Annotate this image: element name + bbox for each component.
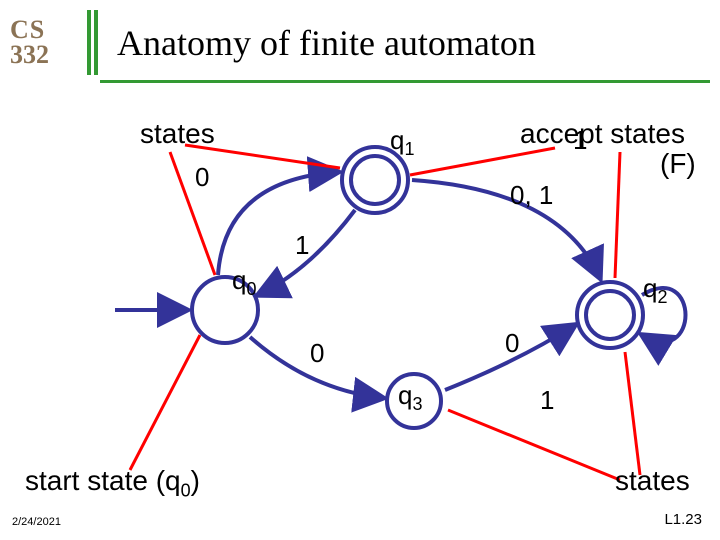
edge-label-0b: 0	[505, 328, 519, 359]
state-q2-inner	[584, 289, 636, 341]
logo-text-332: 332	[10, 43, 49, 68]
state-q1-inner	[349, 154, 401, 206]
course-logo: CS 332	[10, 10, 85, 75]
label-q3: q3	[398, 380, 422, 415]
edge-label-1-mid: 1	[295, 230, 309, 261]
page-title: Anatomy of finite automaton	[117, 22, 536, 64]
edge-label-0-top: 0	[195, 162, 209, 193]
title-underline	[100, 80, 710, 83]
callout-accept-states: accept states	[520, 118, 685, 150]
callout-states-br: states	[615, 465, 690, 497]
callout-states: states	[140, 118, 215, 150]
header: CS 332 Anatomy of finite automaton	[0, 0, 720, 75]
callout-accept-F: (F)	[660, 148, 696, 180]
edge-label-01: 0, 1	[510, 180, 553, 211]
automaton-diagram: q0 q1 q2 q3 0 1 0, 1 1 0 0 1 states acce…	[0, 90, 720, 510]
footer-date: 2/24/2021	[12, 516, 61, 528]
footer-slide: L1.23	[664, 511, 702, 528]
label-q0: q0	[232, 265, 256, 300]
divider-bars	[87, 10, 99, 75]
edge-label-q3-1: 1	[540, 385, 554, 416]
logo-text-cs: CS	[10, 18, 45, 43]
label-q2: q2	[643, 273, 667, 308]
edge-label-0a: 0	[310, 338, 324, 369]
label-q1: q1	[390, 125, 414, 160]
callout-start-state: start state (q0)	[25, 465, 200, 502]
